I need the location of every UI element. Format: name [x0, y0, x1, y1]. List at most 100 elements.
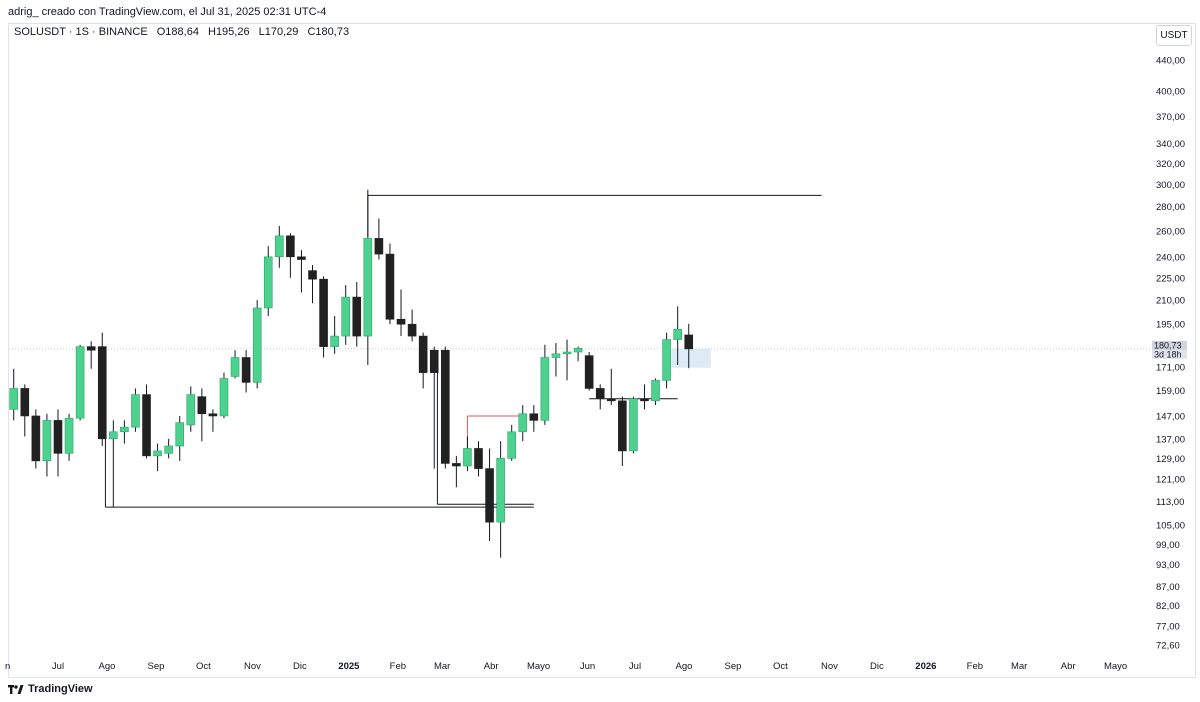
y-tick-label: 240,00 — [1156, 252, 1185, 263]
candle-body — [485, 468, 494, 523]
candle — [153, 443, 162, 472]
candle — [75, 344, 85, 421]
symbol-label: SOLUSDT · 1S · BINANCE — [14, 26, 148, 38]
candle-body — [252, 307, 262, 383]
candle-body — [186, 394, 196, 426]
candle — [186, 386, 196, 432]
candle — [673, 306, 682, 365]
x-tick-label: Jul — [629, 661, 641, 672]
y-tick-label: 129,00 — [1156, 454, 1185, 465]
x-tick-label: Ago — [676, 661, 693, 672]
candle-body — [75, 346, 85, 419]
candle-body — [673, 328, 682, 340]
candle-body — [396, 318, 406, 325]
candle — [341, 285, 351, 345]
candle — [496, 441, 505, 558]
candle-body — [164, 445, 173, 454]
y-tick-label: 93,00 — [1156, 560, 1180, 571]
x-tick-label: Oct — [773, 661, 788, 672]
candle — [120, 420, 129, 444]
candle-body — [385, 253, 395, 320]
countdown-tag — [1152, 349, 1187, 359]
candle — [86, 341, 96, 369]
x-tick-label: Mayo — [1104, 661, 1127, 672]
x-tick-label: Feb — [390, 661, 406, 672]
candle-body — [86, 346, 96, 351]
candle-body — [540, 357, 550, 421]
candle-body — [297, 256, 306, 260]
candle — [551, 343, 561, 377]
candle — [20, 384, 30, 437]
candle-body — [584, 355, 594, 389]
x-tick-label: Jun — [580, 661, 595, 672]
candle-body — [618, 400, 627, 452]
highlight-zone — [671, 348, 711, 368]
x-tick-label: Mar — [434, 661, 450, 672]
candle — [164, 438, 173, 459]
y-tick-label: 370,00 — [1156, 112, 1185, 123]
candle — [263, 246, 273, 316]
x-tick-label: Ago — [99, 661, 116, 672]
candle — [252, 300, 262, 389]
candle-body — [474, 448, 483, 469]
y-tick-label: 210,00 — [1156, 296, 1185, 307]
candle-body — [496, 458, 505, 523]
candle-body — [319, 278, 328, 347]
candle-body — [440, 349, 450, 464]
candle-body — [662, 339, 671, 381]
y-tick-label: 225,00 — [1156, 273, 1185, 284]
candle — [197, 388, 207, 442]
candle-body — [208, 413, 218, 417]
tradingview-logo-icon — [8, 684, 24, 694]
y-tick-label: 195,00 — [1156, 320, 1185, 331]
candle-body — [529, 413, 539, 421]
candle — [440, 346, 450, 469]
candle-body — [374, 238, 384, 255]
creator-line: adrig_ creado con TradingView.com, el Ju… — [8, 6, 327, 18]
symbol-legend: SOLUSDT · 1S · BINANCE O188,64 H195,26 L… — [14, 26, 355, 38]
candle-body — [42, 420, 52, 462]
candle — [418, 332, 428, 389]
candle-body — [629, 398, 638, 452]
x-tick-label: Sep — [725, 661, 742, 672]
x-tick-label: Jul — [52, 661, 64, 672]
high-value: H195,26 — [208, 26, 250, 38]
open-value: O188,64 — [156, 26, 199, 38]
candle-body — [507, 431, 516, 459]
candle — [518, 405, 528, 442]
candle — [241, 350, 251, 393]
x-tick-label: Mar — [1011, 661, 1027, 672]
candle — [319, 276, 328, 358]
candle — [374, 218, 384, 260]
x-tick-label: Oct — [196, 661, 211, 672]
y-tick-label: 113,00 — [1156, 497, 1184, 508]
candle — [640, 384, 649, 410]
candle — [485, 448, 494, 542]
candle — [275, 225, 284, 268]
candle-body — [562, 351, 572, 355]
candle-body — [31, 415, 41, 462]
y-tick-label: 72,60 — [1156, 641, 1180, 652]
countdown-label: 3d 18h — [1154, 349, 1182, 359]
candle-body — [640, 398, 649, 402]
x-tick-label: 2025 — [338, 661, 360, 672]
candle — [562, 339, 572, 381]
candle-body — [97, 346, 107, 440]
candle-body — [53, 420, 63, 454]
currency-button[interactable]: USDT — [1156, 25, 1192, 46]
candle-body — [463, 448, 472, 467]
low-value: L170,29 — [258, 26, 299, 38]
candle-body — [606, 398, 616, 402]
x-tick-label: Nov — [244, 661, 261, 672]
candle — [175, 415, 185, 461]
candle-body — [363, 238, 373, 337]
candle-body — [131, 394, 140, 428]
candle — [363, 189, 373, 365]
candle — [64, 413, 74, 461]
candle — [573, 346, 583, 362]
candle — [507, 424, 516, 461]
candle-body — [109, 431, 118, 440]
y-tick-label: 171,00 — [1156, 362, 1185, 373]
y-tick-label: 260,00 — [1156, 226, 1185, 237]
